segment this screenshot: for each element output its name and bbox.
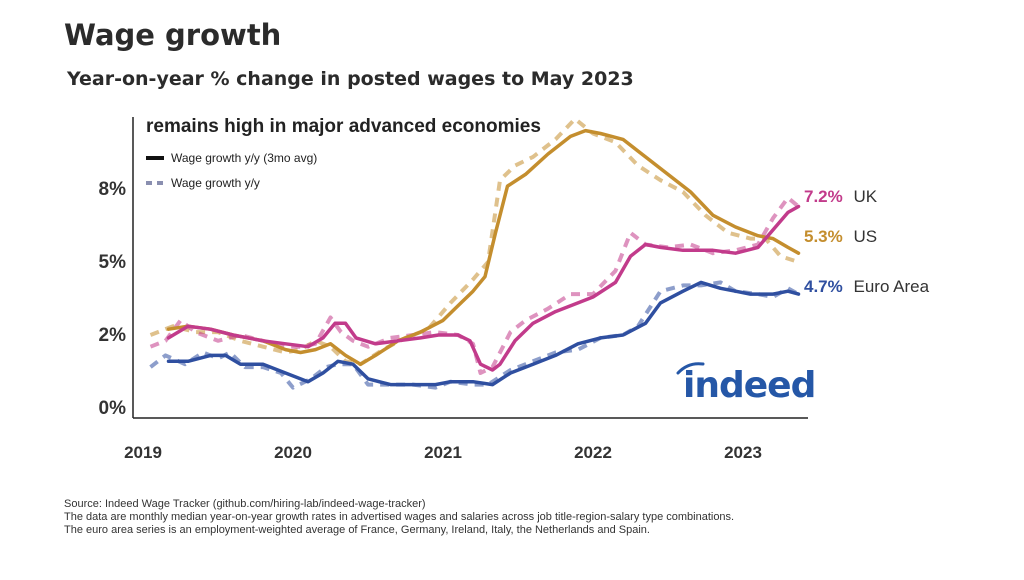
x-tick-label: 2022 <box>574 443 612 462</box>
uk-smoothed-line <box>166 204 801 372</box>
us-end-value: 5.3% <box>804 227 843 246</box>
euro-note: The euro area series is an employment-we… <box>64 524 650 536</box>
x-tick-label: 2023 <box>724 443 762 462</box>
chart-title: remains high in major advanced economies <box>146 116 541 137</box>
footnotes: Source: Indeed Wage Tracker (github.com/… <box>64 498 734 537</box>
us-smoothed-line <box>166 128 801 366</box>
ea-smoothed-line <box>166 280 801 387</box>
legend: Wage growth y/y (3mo avg) Wage growth y/… <box>146 151 317 190</box>
y-tick-label: 2% <box>99 325 127 346</box>
page-title: Wage growth <box>64 18 282 52</box>
page-subtitle: Year-on-year % change in posted wages to… <box>67 68 634 90</box>
x-tick-label: 2019 <box>124 443 162 462</box>
us-raw-line <box>149 116 800 367</box>
y-tick-label: 0% <box>99 398 127 419</box>
uk-end-name: UK <box>853 187 877 206</box>
series-lines <box>149 116 801 390</box>
indeed-logo-text: indeed <box>683 365 815 406</box>
ea-end-label: 4.7% Euro Area <box>804 277 930 296</box>
y-tick-label: 5% <box>99 252 127 273</box>
indeed-logo-arc <box>676 362 705 375</box>
uk-end-value: 7.2% <box>804 187 843 206</box>
x-tick-label: 2020 <box>274 443 312 462</box>
indeed-logo: indeed <box>676 362 816 406</box>
us-end-name: US <box>853 227 877 246</box>
x-tick-labels: 2019 2020 2021 2022 2023 <box>124 443 762 462</box>
y-tick-label: 8% <box>99 179 127 200</box>
series-end-labels: 7.2% UK 5.3% US 4.7% Euro Area <box>804 187 930 296</box>
ea-end-value: 4.7% <box>804 277 843 296</box>
source-note: Source: Indeed Wage Tracker (github.com/… <box>64 498 426 510</box>
legend-solid-label: Wage growth y/y (3mo avg) <box>171 151 317 165</box>
ea-end-name: Euro Area <box>853 277 929 296</box>
y-tick-labels: 0% 2% 5% 8% <box>99 179 127 419</box>
us-end-label: 5.3% US <box>804 227 877 246</box>
data-note: The data are monthly median year-on-year… <box>64 511 735 523</box>
wage-growth-chart: remains high in major advanced economies… <box>99 116 930 462</box>
uk-end-label: 7.2% UK <box>804 187 878 206</box>
legend-dashed-label: Wage growth y/y <box>171 176 260 190</box>
x-tick-label: 2021 <box>424 443 462 462</box>
